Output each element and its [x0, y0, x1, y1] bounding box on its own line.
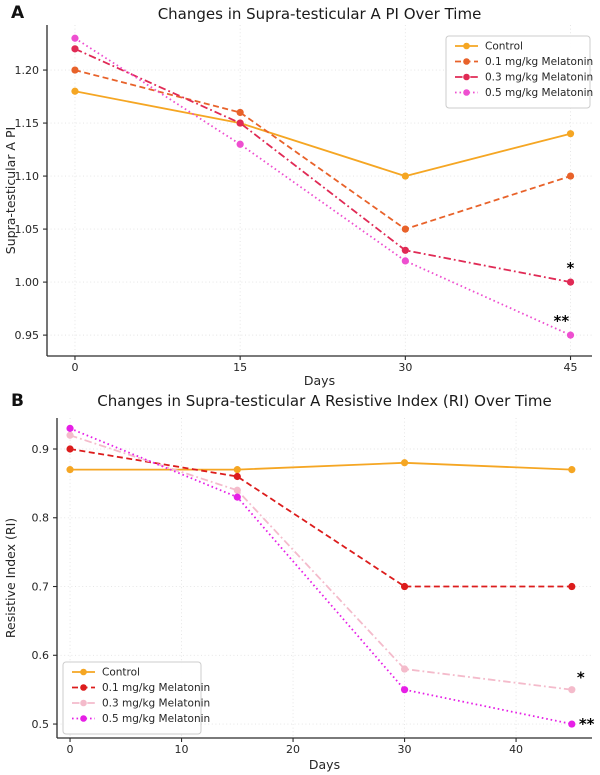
legend-label: 0.3 mg/kg Melatonin — [102, 698, 210, 710]
series-line — [69, 434, 572, 691]
legend-label: 0.5 mg/kg Melatonin — [485, 87, 593, 99]
panel-b-label: B — [11, 391, 24, 411]
data-point-marker — [233, 466, 241, 474]
legend-marker — [463, 42, 470, 50]
significance-marker: ** — [554, 312, 570, 330]
data-point-marker — [400, 686, 409, 694]
legend-box — [62, 661, 202, 735]
data-point-marker — [66, 424, 74, 432]
data-point-marker — [236, 119, 244, 127]
legend-marker — [80, 684, 87, 691]
y-tick-label: 0.9 — [32, 443, 50, 456]
legend-marker — [463, 58, 470, 65]
x-axis-label: Days — [309, 757, 340, 772]
data-point-marker — [566, 331, 575, 339]
y-tick-label: 0.7 — [32, 580, 50, 593]
series-line — [74, 69, 571, 230]
panel-a-label: A — [11, 3, 25, 23]
x-axis-label: Days — [304, 373, 335, 388]
y-tick-label: 1.10 — [15, 170, 40, 183]
data-point-marker — [568, 686, 576, 694]
x-tick-label: 20 — [286, 743, 300, 756]
chart-panel-a: 0 15 30 45 0.95 1.00 1.05 1.10 1.15 1.20 Changes i… — [3, 5, 593, 388]
data-point-marker — [66, 445, 74, 453]
data-point-marker — [236, 140, 244, 148]
data-point-marker — [568, 720, 576, 728]
data-point-marker — [71, 45, 79, 53]
y-tick-label: 1.00 — [15, 276, 40, 289]
x-tick-label: 40 — [509, 743, 523, 756]
legend-marker — [80, 668, 87, 676]
y-tick-label: 1.05 — [15, 223, 40, 236]
legend-label: 0.1 mg/kg Melatonin — [485, 56, 593, 68]
legend-label: Control — [485, 41, 523, 53]
data-point-marker — [566, 278, 575, 286]
data-point-marker — [66, 466, 74, 474]
series-line — [70, 461, 572, 471]
x-tick-label: 15 — [233, 361, 247, 374]
data-point-marker — [401, 257, 409, 265]
x-tick-label: 10 — [175, 743, 189, 756]
data-point-marker — [568, 582, 576, 591]
y-axis-label: Supra-testicular A PI — [3, 127, 18, 254]
y-tick-label: 1.15 — [15, 117, 40, 130]
y-tick-label: 0.95 — [15, 329, 40, 342]
data-point-marker — [401, 225, 409, 233]
x-tick-label: 30 — [398, 361, 412, 374]
legend-label: 0.1 mg/kg Melatonin — [102, 682, 210, 694]
legend-box — [445, 35, 591, 109]
series-line — [69, 448, 572, 588]
data-point-marker — [71, 66, 79, 74]
chart-panel-b: 0 10 20 30 40 0.5 0.6 0.7 0.8 0.9 Changes in Supra… — [3, 392, 595, 772]
data-point-marker — [236, 108, 244, 117]
series-line — [74, 90, 571, 177]
data-point-marker — [71, 34, 79, 42]
legend-marker — [80, 699, 87, 707]
legend-label: 0.3 mg/kg Melatonin — [485, 72, 593, 84]
data-point-marker — [233, 486, 241, 494]
legend-marker — [80, 715, 87, 722]
y-tick-label: 0.6 — [32, 649, 50, 662]
data-point-marker — [71, 87, 79, 95]
y-tick-label: 0.5 — [32, 718, 50, 731]
data-point-marker — [233, 493, 241, 501]
data-point-marker — [66, 431, 74, 439]
data-point-marker — [233, 472, 241, 481]
significance-marker: ** — [579, 715, 595, 733]
x-tick-label: 45 — [564, 361, 578, 374]
data-point-marker — [568, 466, 576, 474]
data-point-marker — [401, 172, 409, 180]
series-line — [69, 427, 572, 725]
data-point-marker — [566, 172, 575, 180]
y-tick-label: 0.8 — [32, 512, 50, 525]
data-point-marker — [400, 582, 409, 591]
series-line — [74, 37, 571, 336]
data-point-marker — [400, 665, 409, 673]
x-tick-label: 30 — [398, 743, 412, 756]
y-axis-label: Resistive Index (RI) — [3, 518, 18, 638]
chart-title: Changes in Supra-testicular A Resistive … — [97, 392, 551, 410]
legend-marker — [463, 89, 470, 96]
chart-title: Changes in Supra-testicular A PI Over Ti… — [158, 5, 482, 23]
significance-marker: * — [577, 669, 585, 687]
legend-label: Control — [102, 667, 140, 679]
legend-marker — [463, 73, 470, 81]
x-tick-label: 0 — [71, 361, 78, 374]
x-tick-label: 0 — [67, 743, 74, 756]
data-point-marker — [400, 459, 409, 467]
legend-label: 0.5 mg/kg Melatonin — [102, 713, 210, 725]
significance-marker: * — [567, 259, 575, 277]
y-tick-label: 1.20 — [15, 64, 40, 77]
data-point-marker — [566, 130, 575, 138]
data-point-marker — [401, 246, 409, 254]
